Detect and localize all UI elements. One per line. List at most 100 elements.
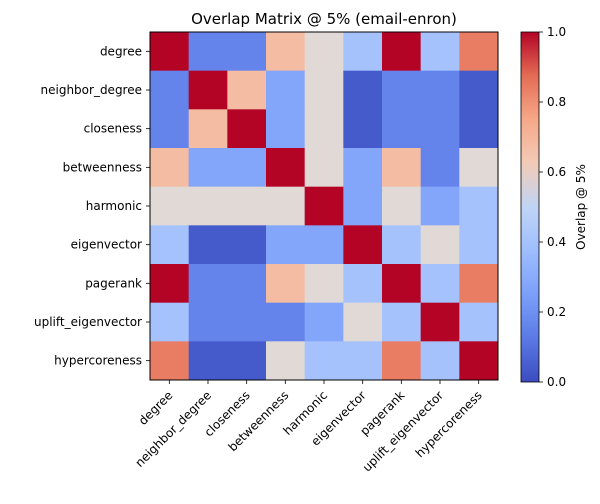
heatmap-cell xyxy=(459,264,499,304)
heatmap-cells xyxy=(150,32,499,381)
x-axis: degreeneighbor_degreeclosenessbetweennes… xyxy=(132,380,485,474)
heatmap-cell xyxy=(266,341,306,381)
heatmap-cell xyxy=(382,264,422,304)
heatmap-cell xyxy=(304,32,344,72)
heatmap-cell xyxy=(304,70,344,110)
y-tick-label: eigenvector xyxy=(71,238,142,252)
heatmap-cell xyxy=(382,148,422,188)
heatmap-cell xyxy=(382,32,422,72)
heatmap-cell xyxy=(227,341,267,381)
y-tick-label: closeness xyxy=(84,122,142,136)
x-tick-label: hypercoreness xyxy=(413,388,485,460)
heatmap-cell xyxy=(266,264,306,304)
heatmap-cell xyxy=(304,148,344,188)
heatmap-cell xyxy=(227,186,267,226)
heatmap-cell xyxy=(304,302,344,342)
heatmap-cell xyxy=(304,341,344,381)
heatmap-cell xyxy=(150,186,190,226)
heatmap-cell xyxy=(420,32,460,72)
heatmap-cell xyxy=(343,148,383,188)
heatmap-cell xyxy=(343,341,383,381)
colorbar-label: Overlap @ 5% xyxy=(574,164,588,250)
heatmap-cell xyxy=(382,109,422,149)
heatmap-cell xyxy=(227,109,267,149)
heatmap-cell xyxy=(459,70,499,110)
heatmap-cell xyxy=(266,302,306,342)
heatmap-cell xyxy=(343,109,383,149)
heatmap-cell xyxy=(304,109,344,149)
colorbar-tick-label: 0.4 xyxy=(547,235,566,249)
colorbar-tick-label: 1.0 xyxy=(547,25,566,39)
heatmap-cell xyxy=(382,186,422,226)
heatmap-cell xyxy=(420,341,460,381)
heatmap-cell xyxy=(420,148,460,188)
heatmap-cell xyxy=(459,32,499,72)
heatmap-cell xyxy=(459,341,499,381)
heatmap-cell xyxy=(188,264,228,304)
colorbar-tick-label: 0.6 xyxy=(547,165,566,179)
heatmap-cell xyxy=(227,302,267,342)
heatmap-cell xyxy=(382,70,422,110)
y-tick-label: betweenness xyxy=(63,160,142,174)
colorbar-tick-label: 0.2 xyxy=(547,305,566,319)
heatmap-cell xyxy=(266,109,306,149)
heatmap-cell xyxy=(188,32,228,72)
heatmap-cell xyxy=(304,225,344,265)
y-axis: degree neighbor_degree closeness betweennes… xyxy=(34,44,150,368)
heatmap-cell xyxy=(150,341,190,381)
heatmap-cell xyxy=(343,302,383,342)
heatmap-cell xyxy=(266,186,306,226)
heatmap-cell xyxy=(459,225,499,265)
heatmap-cell xyxy=(420,264,460,304)
heatmap-cell xyxy=(188,186,228,226)
heatmap-cell xyxy=(266,225,306,265)
colorbar xyxy=(520,31,540,383)
heatmap-cell xyxy=(227,148,267,188)
heatmap-cell xyxy=(227,264,267,304)
y-tick-label: neighbor_degree xyxy=(41,83,143,97)
heatmap-cell xyxy=(150,148,190,188)
heatmap-cell xyxy=(150,32,190,72)
y-tick-label: pagerank xyxy=(85,276,142,290)
heatmap-cell xyxy=(227,70,267,110)
heatmap-cell xyxy=(188,70,228,110)
y-tick-label: harmonic xyxy=(86,199,142,213)
heatmap-cell xyxy=(227,32,267,72)
heatmap-cell xyxy=(343,225,383,265)
colorbar-tick-label: 0.8 xyxy=(547,95,566,109)
heatmap-cell xyxy=(382,302,422,342)
heatmap-cell xyxy=(266,32,306,72)
heatmap-cell xyxy=(188,148,228,188)
heatmap-cell xyxy=(188,109,228,149)
heatmap-cell xyxy=(266,148,306,188)
heatmap-cell xyxy=(150,70,190,110)
colorbar-tick-label: 0.0 xyxy=(547,375,566,389)
heatmap-cell xyxy=(150,109,190,149)
heatmap-cell xyxy=(188,225,228,265)
heatmap-cell xyxy=(343,32,383,72)
heatmap-cell xyxy=(382,225,422,265)
heatmap-cell xyxy=(188,302,228,342)
heatmap-cell xyxy=(343,70,383,110)
colorbar-axis: 0.0 0.2 0.4 0.6 0.8 1.0 xyxy=(539,25,566,389)
heatmap-cell xyxy=(266,70,306,110)
y-tick-label: uplift_eigenvector xyxy=(34,315,142,329)
heatmap-cell xyxy=(227,225,267,265)
heatmap-cell xyxy=(420,109,460,149)
heatmap-cell xyxy=(150,302,190,342)
heatmap-cell xyxy=(420,70,460,110)
heatmap-cell xyxy=(459,148,499,188)
heatmap-cell xyxy=(304,186,344,226)
heatmap-cell xyxy=(304,264,344,304)
heatmap-cell xyxy=(382,341,422,381)
heatmap-cell xyxy=(459,302,499,342)
heatmap-cell xyxy=(343,186,383,226)
chart-title: Overlap Matrix @ 5% (email-enron) xyxy=(191,10,457,28)
heatmap-cell xyxy=(150,225,190,265)
heatmap-cell xyxy=(420,186,460,226)
heatmap-cell xyxy=(150,264,190,304)
heatmap-cell xyxy=(343,264,383,304)
heatmap-cell xyxy=(420,225,460,265)
